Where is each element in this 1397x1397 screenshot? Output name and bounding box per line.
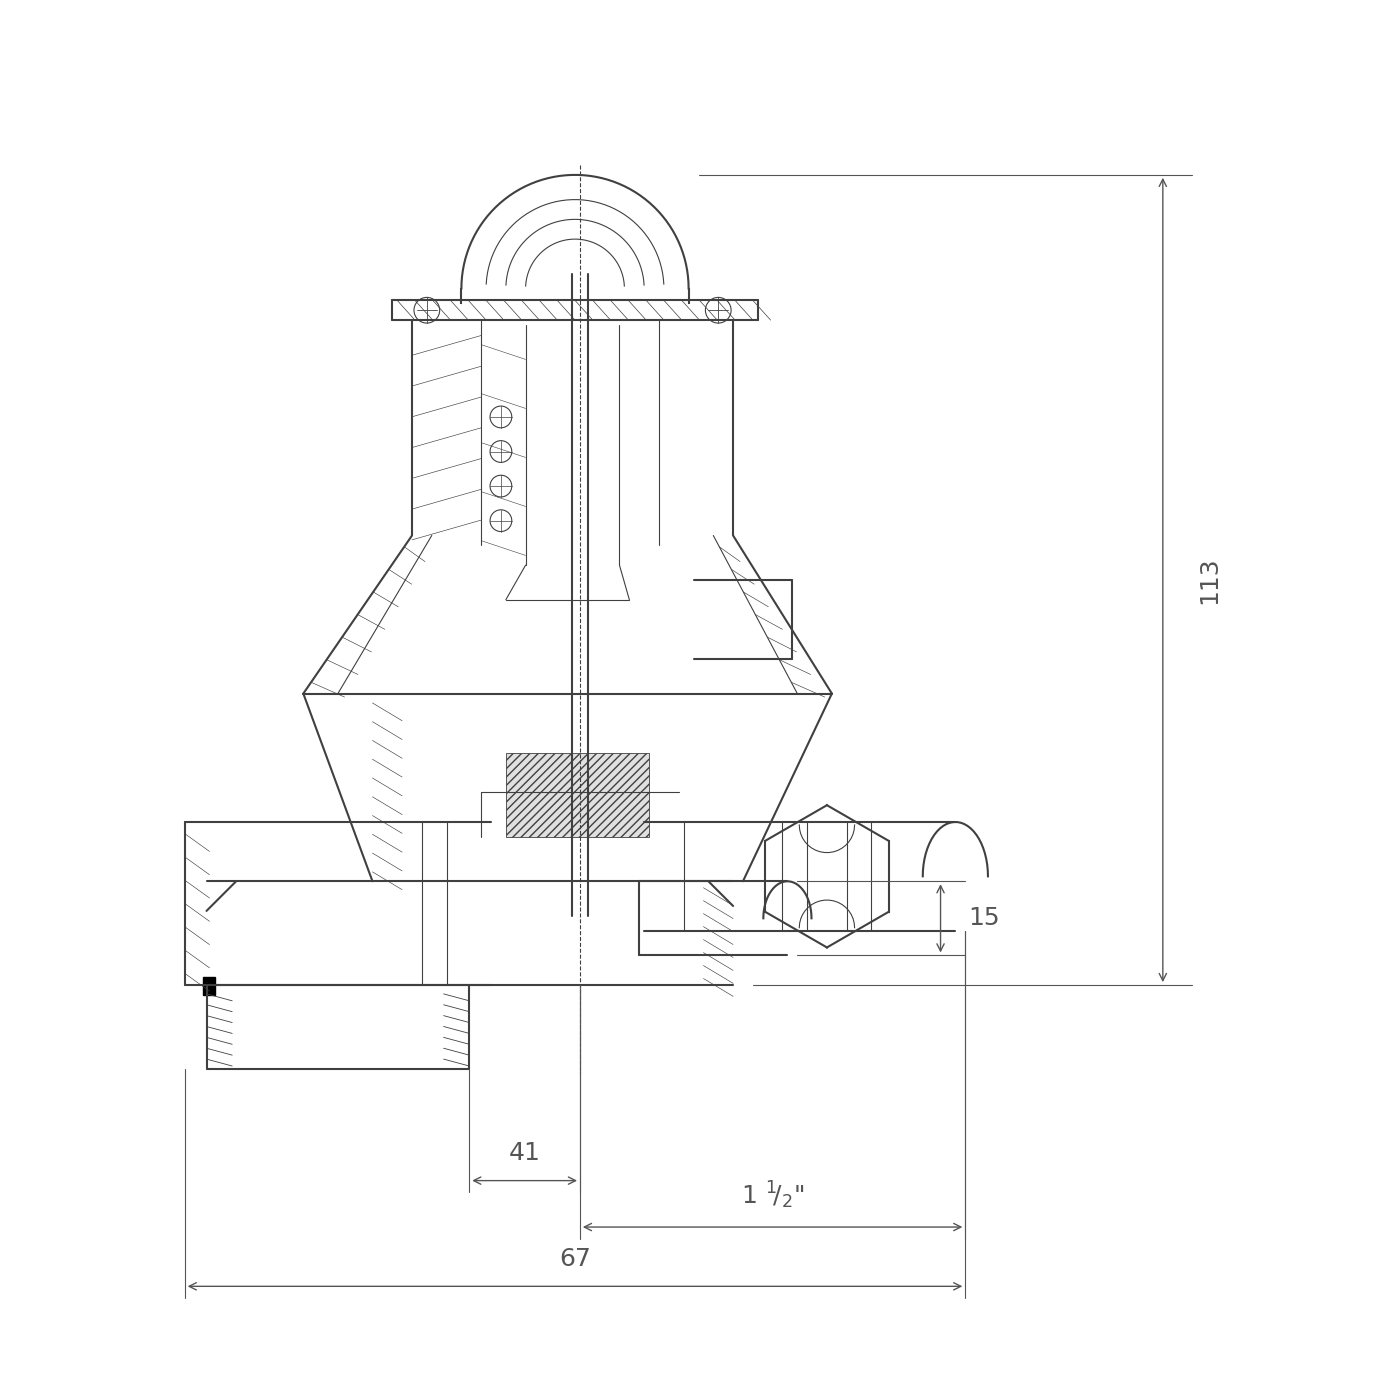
Bar — [203, 977, 215, 995]
Text: 67: 67 — [559, 1246, 591, 1270]
Bar — [506, 753, 650, 837]
Text: 1 $\mathregular{^1\!/_2}$": 1 $\mathregular{^1\!/_2}$" — [740, 1180, 805, 1211]
Text: 15: 15 — [968, 907, 1000, 930]
Text: 41: 41 — [509, 1141, 541, 1165]
Text: 113: 113 — [1197, 556, 1221, 604]
